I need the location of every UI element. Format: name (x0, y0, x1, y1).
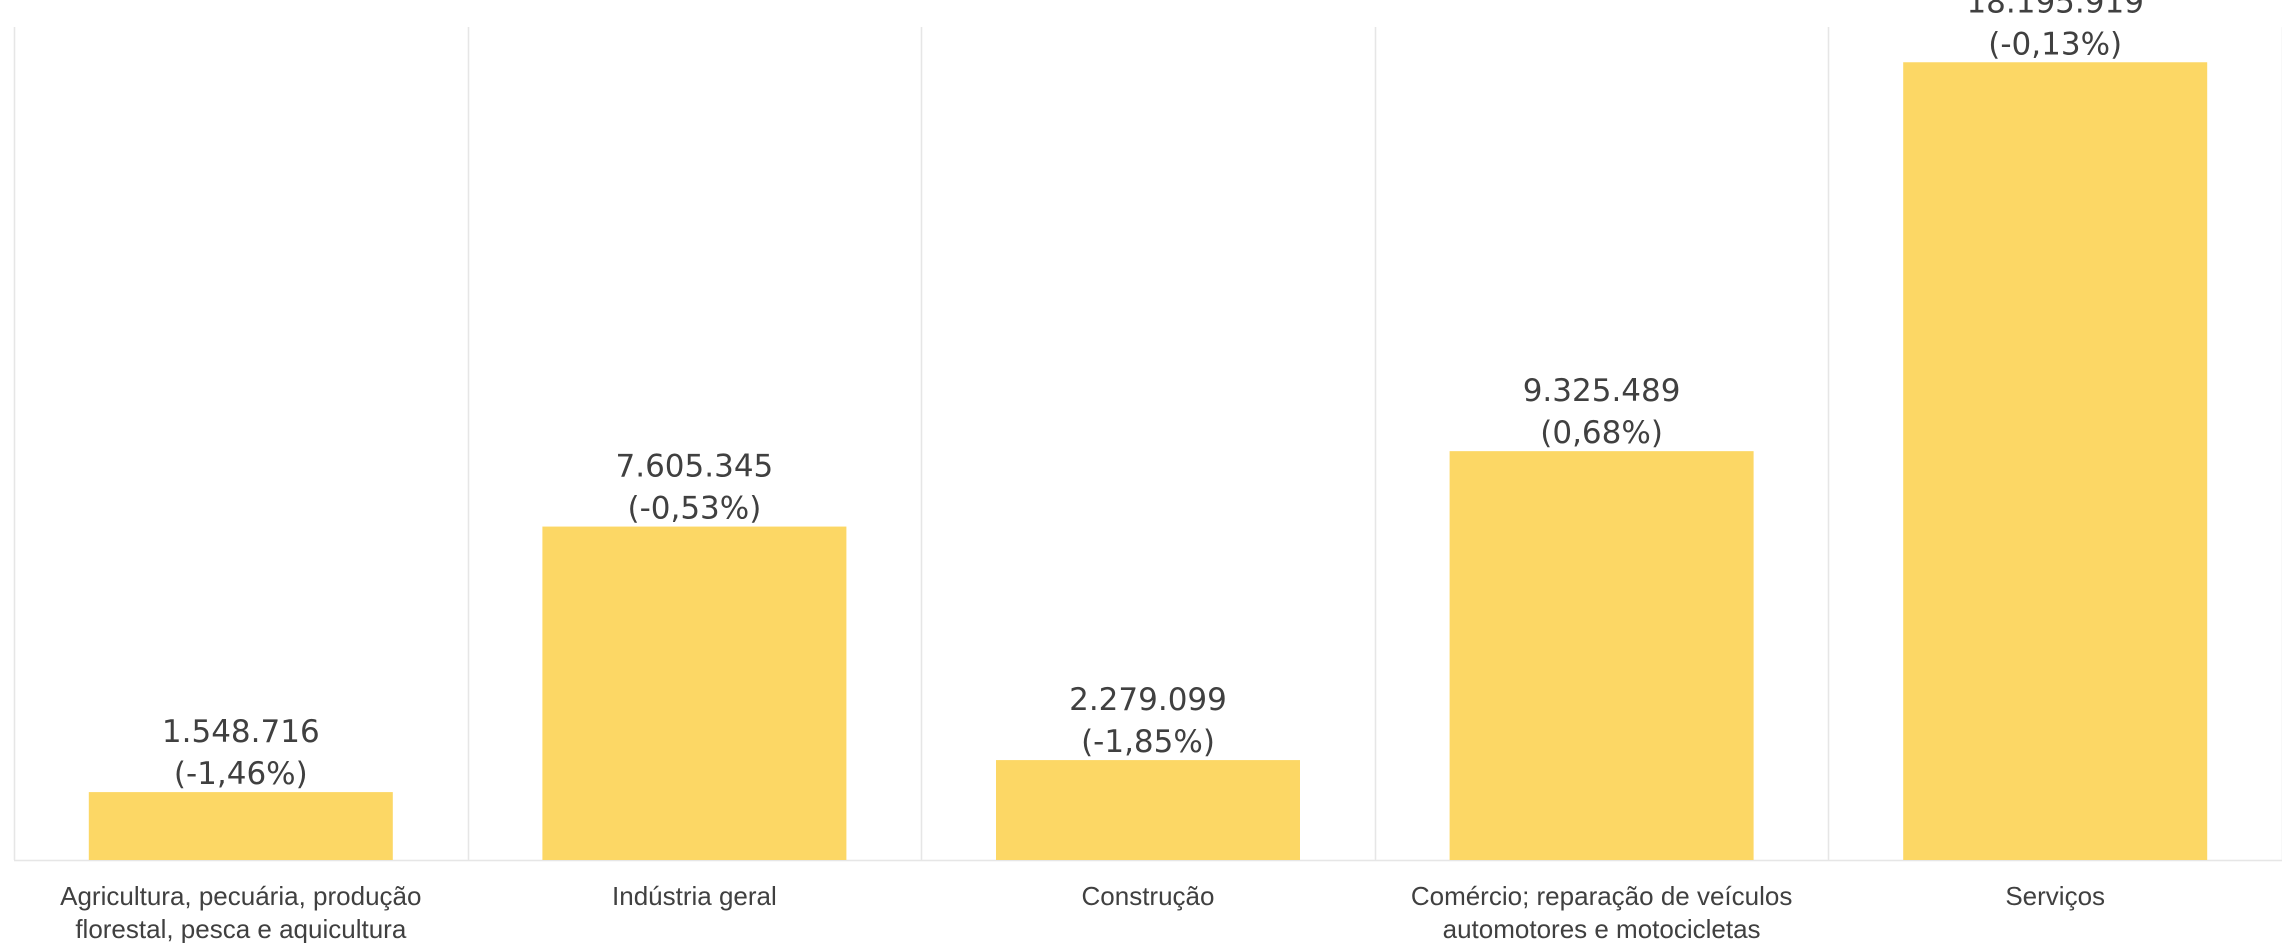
change-label-2: (-1,85%) (1081, 724, 1215, 760)
category-label-0-line-1: florestal, pesca e aquicultura (75, 914, 407, 943)
bar-1 (542, 526, 847, 860)
bar-2 (996, 760, 1300, 860)
bar-3 (1449, 451, 1754, 860)
bar-0 (88, 792, 393, 860)
value-label-3: 9.325.489 (1523, 373, 1681, 409)
value-label-4: 18.195.919 (1966, 0, 2144, 20)
category-label-1: Indústria geral (612, 881, 777, 911)
change-label-0: (-1,46%) (174, 756, 308, 792)
change-label-1: (-0,53%) (627, 491, 761, 527)
category-label-2: Construção (1082, 881, 1215, 911)
change-label-3: (0,68%) (1540, 415, 1663, 451)
category-label-4: Serviços (2005, 881, 2105, 911)
bar-4 (1903, 62, 2208, 860)
value-label-1: 7.605.345 (616, 449, 774, 485)
value-label-0: 1.548.716 (162, 714, 320, 750)
value-label-2: 2.279.099 (1069, 682, 1227, 718)
change-label-4: (-0,13%) (1988, 26, 2122, 62)
category-label-3-line-1: automotores e motocicletas (1443, 914, 1761, 943)
category-label-3-line-0: Comércio; reparação de veículos (1411, 881, 1793, 911)
category-label-0-line-0: Agricultura, pecuária, produção (60, 881, 421, 911)
